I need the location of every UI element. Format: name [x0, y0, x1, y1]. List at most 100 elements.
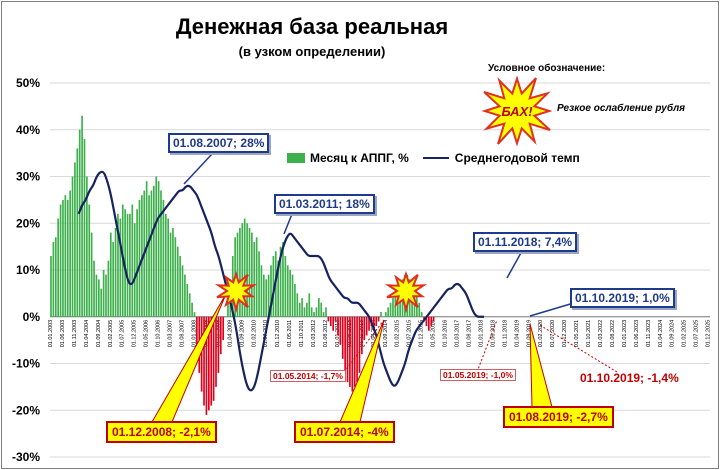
x-tick-label: 01.02.2005 [108, 320, 114, 348]
pointer-2019-may [476, 319, 498, 373]
bar [236, 232, 239, 317]
bar [251, 232, 253, 317]
x-tick-label: 01.03.2022 [598, 320, 604, 348]
bar [207, 316, 210, 411]
bar [74, 162, 76, 317]
bar [88, 204, 91, 317]
x-tick-label: 01.05.2011 [287, 320, 293, 347]
bar [191, 302, 193, 317]
callout-2019-may: 01.05.2019; -1,0% [440, 369, 516, 381]
bah-legend-star: БАХ! [481, 75, 553, 147]
bar [129, 213, 131, 317]
callout-2019-aug: 01.08.2019; -2,7% [503, 406, 614, 428]
bar [294, 284, 296, 317]
bar [227, 302, 229, 317]
x-tick-label: 01.03.2017 [455, 320, 461, 348]
bah-star-2014 [384, 270, 428, 314]
x-tick-label: 01.10.2016 [443, 320, 449, 348]
bar [162, 199, 165, 317]
bar [62, 199, 64, 317]
x-tick-label: 01.09.2004 [96, 320, 102, 348]
x-tick-label: 01.01.2008 [191, 320, 197, 348]
bar [179, 255, 181, 317]
x-tick-label: 01.06.2003 [60, 320, 66, 348]
y-tick-label: 30% [16, 170, 40, 184]
y-tick-label: 10% [16, 263, 40, 277]
y-tick-label: 50% [16, 76, 40, 90]
bar [124, 209, 126, 317]
bar [255, 237, 258, 317]
bar [52, 241, 55, 317]
bar [363, 316, 366, 341]
x-tick-label: 01.01.2018 [478, 320, 484, 348]
bar [320, 302, 323, 317]
bar [387, 307, 390, 317]
bar [100, 288, 103, 317]
x-tick-label: 01.12.2020 [562, 320, 568, 348]
x-axis: 01.01.2003 01.06.2003 01.11.2003 01.04.2004… [48, 320, 712, 348]
bar [286, 265, 289, 317]
x-tick-label: 01.11.2023 [646, 320, 652, 347]
bar [346, 316, 349, 383]
bar [329, 316, 332, 327]
bar [66, 199, 69, 317]
callout-2018-peak: 01.11.2018; 7,4% [473, 232, 578, 252]
x-tick-label: 01.03.2007 [168, 320, 174, 348]
bar [109, 232, 112, 317]
x-tick-label: 01.05.2006 [144, 320, 150, 348]
chart-subtitle: (в узком определении) [238, 44, 386, 59]
bar [361, 316, 363, 355]
bar [215, 316, 217, 387]
x-tick-label: 01.09.2024 [670, 320, 676, 348]
bar [375, 316, 378, 327]
bar [284, 255, 287, 317]
bar [196, 316, 198, 355]
bar [368, 316, 370, 331]
bar [377, 316, 380, 322]
bar [86, 176, 88, 317]
bar [425, 316, 428, 327]
star-shape [214, 270, 258, 314]
bar [327, 316, 330, 322]
y-axis: -30% -20% -10% 0% 10% 20% 30% 40% 50% [12, 76, 40, 464]
bar [81, 115, 83, 317]
legend-note: Условное обозначение: [488, 63, 606, 74]
bar [267, 274, 270, 317]
bar [186, 284, 189, 317]
bar [380, 312, 382, 317]
bar [210, 316, 213, 406]
callout-2011-peak: 01.03.2011; 18% [274, 194, 375, 214]
x-tick-label: 01.08.2017 [466, 320, 472, 348]
bar [160, 190, 162, 317]
bar [289, 270, 291, 317]
bar [181, 265, 184, 317]
x-tick-label: 01.04.2024 [658, 320, 664, 348]
x-tick-label: 01.02.2020 [538, 320, 544, 348]
bah-word: БАХ! [501, 104, 533, 119]
star-shape [384, 270, 428, 314]
callout-2007-peak: 01.08.2007; 28% [168, 133, 270, 153]
bar [172, 227, 174, 317]
bar [243, 218, 246, 317]
bar [258, 251, 260, 317]
x-tick-label: 01.08.2007 [180, 320, 186, 348]
bar [90, 232, 93, 317]
bar [117, 213, 119, 317]
bar [315, 307, 318, 317]
bar [272, 255, 275, 317]
bar [332, 316, 335, 331]
bar [141, 195, 143, 317]
bar [138, 199, 141, 317]
series-legend: Месяц к АППГ, % Среднегодовой темп [287, 151, 580, 165]
bar [337, 316, 339, 336]
bar [382, 316, 385, 318]
bar [248, 227, 251, 317]
bar [136, 209, 138, 317]
y-tick-label: -30% [12, 450, 40, 464]
x-tick-label: 01.01.2023 [622, 320, 628, 348]
bar [97, 279, 100, 317]
callout-2008-dec: 01.12.2008; -2,1% [106, 421, 217, 443]
bar [93, 260, 95, 317]
pointer-2014-may [343, 319, 385, 373]
